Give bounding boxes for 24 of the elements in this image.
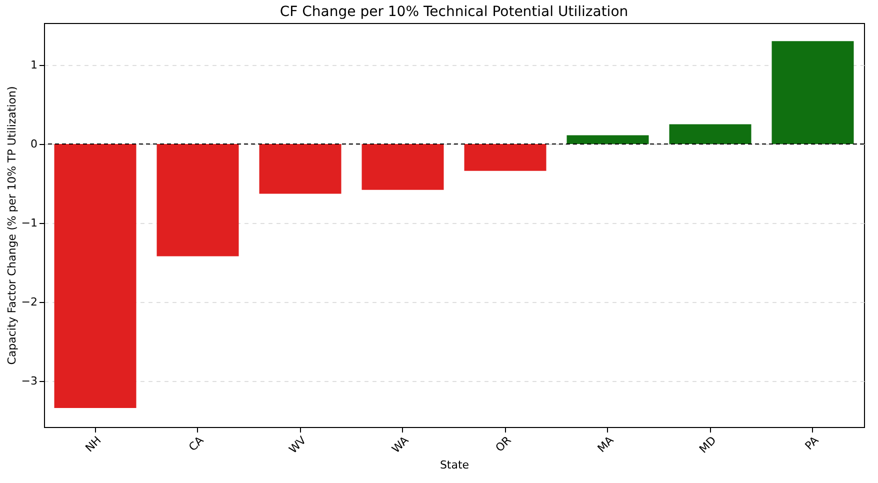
y-tick-label: 1 xyxy=(30,58,38,72)
x-tick-label: WA xyxy=(389,433,412,456)
bar xyxy=(156,144,239,256)
bar xyxy=(259,144,342,194)
bar xyxy=(54,144,136,408)
x-tick-label: MA xyxy=(595,433,617,456)
chart-title: CF Change per 10% Technical Potential Utilization xyxy=(280,4,628,20)
x-axis-title: State xyxy=(440,458,470,472)
y-axis-title: Capacity Factor Change (% per 10% TP Utilization) xyxy=(5,86,18,365)
y-tick-label: 0 xyxy=(30,137,38,150)
x-tick-label: NH xyxy=(82,434,104,455)
y-tick-label: −1 xyxy=(21,216,38,230)
x-tick-label: OR xyxy=(493,434,514,455)
x-tick-label: CA xyxy=(186,433,207,454)
bar xyxy=(362,144,444,190)
bar xyxy=(464,144,546,171)
bar xyxy=(669,124,752,144)
x-tick-label: MD xyxy=(696,434,719,456)
x-tick-label: PA xyxy=(802,433,822,453)
y-tick-label: −3 xyxy=(21,374,38,388)
bar xyxy=(566,135,649,144)
y-tick-label: −2 xyxy=(21,296,38,309)
x-tick-label: WV xyxy=(286,433,310,456)
bar xyxy=(772,41,854,144)
